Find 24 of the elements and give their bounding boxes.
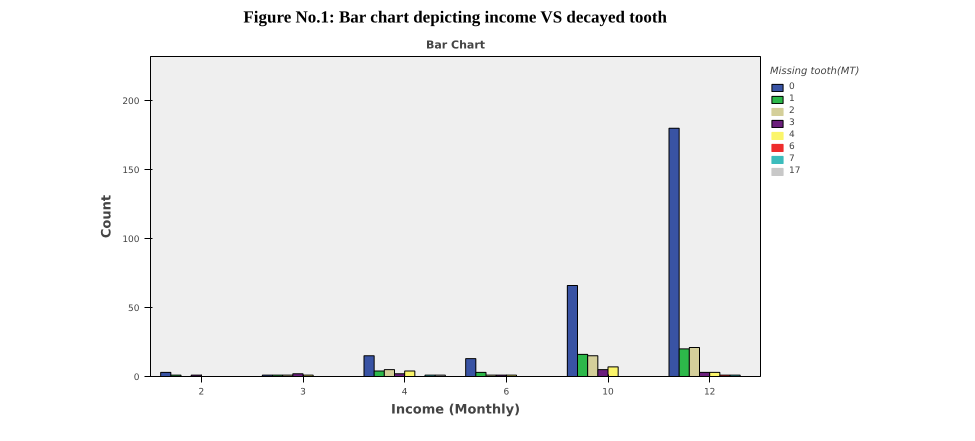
chart-subtitle: Figure No.1: Bar chart depicting income VS decayed tooth	[243, 8, 668, 26]
y-tick-label: 200	[122, 97, 140, 108]
x-tick-label: 6	[503, 388, 510, 398]
x-tick-label: 10	[602, 388, 614, 398]
x-tick-label: 12	[704, 388, 716, 398]
legend-label: 1	[789, 94, 796, 104]
legend-label: 17	[789, 166, 802, 176]
x-axis-title: Income (Monthly)	[390, 402, 520, 418]
y-axis-title: Count	[99, 194, 114, 238]
y-tick-label: 0	[134, 373, 140, 383]
x-tick-label: 4	[402, 388, 408, 398]
legend-label: 3	[789, 118, 796, 128]
legend-label: 6	[789, 142, 796, 152]
legend-label: 4	[789, 130, 796, 140]
y-tick-label: 150	[122, 166, 140, 176]
legend-label: 2	[789, 106, 796, 116]
y-tick-label: 50	[128, 304, 140, 314]
x-tick-label: 2	[198, 388, 204, 398]
y-tick-label: 100	[122, 235, 140, 246]
legend-title: Missing tooth(MT)	[770, 66, 860, 77]
x-tick-label: 3	[300, 388, 306, 398]
legend-label: 0	[789, 82, 796, 92]
legend-label: 7	[789, 154, 796, 164]
chart-title: Bar Chart	[426, 38, 486, 52]
